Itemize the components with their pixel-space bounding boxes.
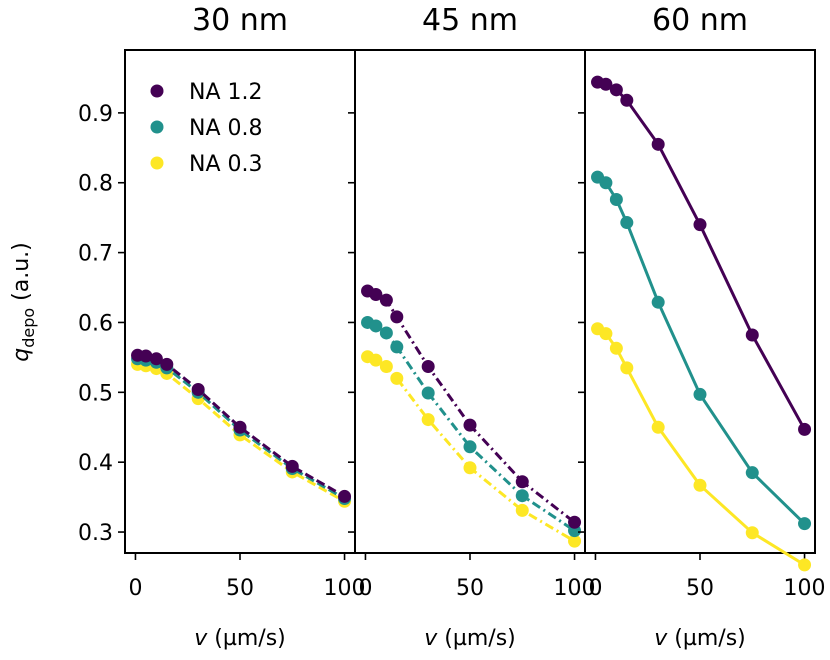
panel-title: 60 nm <box>652 3 748 38</box>
data-point <box>515 489 529 503</box>
data-point <box>390 340 404 354</box>
data-point <box>515 503 529 517</box>
series-line <box>366 321 576 532</box>
series-na-1-2 <box>131 348 352 503</box>
data-point <box>191 383 205 397</box>
data-point <box>463 461 477 475</box>
data-point <box>609 341 623 355</box>
x-axis-label: v (µm/s) <box>424 626 516 651</box>
data-point <box>620 361 634 375</box>
series-na-1-2 <box>591 75 812 436</box>
y-tick-label: 0.5 <box>78 381 113 406</box>
x-tick-label: 100 <box>324 576 366 601</box>
data-point <box>745 526 759 540</box>
series-na-0-3 <box>361 350 582 548</box>
x-tick-label: 100 <box>784 576 826 601</box>
data-point <box>369 288 383 302</box>
data-point <box>390 371 404 385</box>
data-point <box>568 515 582 529</box>
data-point <box>421 413 435 427</box>
legend-entry: NA 0.8 <box>150 116 263 141</box>
data-point <box>390 310 404 324</box>
x-axis-label: v (µm/s) <box>654 626 746 651</box>
x-tick-label: 0 <box>588 576 602 601</box>
legend-label: NA 0.8 <box>189 116 263 141</box>
x-axis-label: v (µm/s) <box>194 626 286 651</box>
data-point <box>285 459 299 473</box>
x-tick-label: 100 <box>554 576 596 601</box>
y-tick-label: 0.4 <box>78 451 113 476</box>
series-line <box>366 289 576 524</box>
data-point <box>693 387 707 401</box>
legend-entry: NA 1.2 <box>150 80 263 105</box>
data-point <box>745 466 759 480</box>
series-line <box>597 80 806 431</box>
x-tick-label: 0 <box>128 576 142 601</box>
data-point <box>463 440 477 454</box>
data-point <box>233 420 247 434</box>
data-point <box>379 293 393 307</box>
series-na-0-8 <box>591 170 812 531</box>
panel-title: 30 nm <box>192 3 288 38</box>
y-tick-label: 0.6 <box>78 311 113 336</box>
legend-label: NA 1.2 <box>189 80 263 105</box>
data-point <box>745 328 759 342</box>
data-point <box>515 475 529 489</box>
data-point <box>620 93 634 107</box>
legend-label: NA 0.3 <box>189 152 263 177</box>
data-point <box>609 193 623 207</box>
data-point <box>693 478 707 492</box>
data-point <box>421 359 435 373</box>
y-axis-label: qdepo (a.u.) <box>9 242 38 362</box>
data-point <box>369 353 383 367</box>
data-point <box>620 216 634 230</box>
y-tick-label: 0.7 <box>78 242 113 267</box>
y-axis-label-text: qdepo (a.u.) <box>9 242 38 362</box>
x-tick-label: 50 <box>686 576 714 601</box>
panel-0: 30 nm 0.3 0.4 0.5 0.6 0.7 0.8 0.9 0 50 100 v (µm/s) <box>78 3 366 651</box>
data-point <box>421 386 435 400</box>
data-point <box>651 137 665 151</box>
x-tick-label: 50 <box>226 576 254 601</box>
data-point <box>379 359 393 373</box>
data-point <box>568 534 582 548</box>
series-line <box>137 353 346 498</box>
legend-marker <box>150 156 164 170</box>
series-na-1-2 <box>361 284 582 529</box>
x-tick-label: 0 <box>358 576 372 601</box>
legend-marker <box>150 120 164 134</box>
data-point <box>338 489 352 503</box>
panel-1: 45 nm 0 50 100 v (µm/s) <box>348 3 596 651</box>
data-point <box>599 176 613 190</box>
y-tick-label: 0.3 <box>78 521 113 546</box>
y-tick-label: 0.9 <box>78 102 113 127</box>
data-point <box>149 352 163 366</box>
panels: 30 nm 0.3 0.4 0.5 0.6 0.7 0.8 0.9 0 50 100 v (µm/s)… <box>78 3 826 651</box>
data-point <box>693 218 707 232</box>
series-line <box>366 355 576 543</box>
data-point <box>609 83 623 97</box>
series-na-0-3 <box>591 322 812 572</box>
data-point <box>599 327 613 341</box>
data-point <box>599 77 613 91</box>
x-tick-label: 50 <box>456 576 484 601</box>
data-point <box>139 349 153 363</box>
y-tick-label: 0.8 <box>78 172 113 197</box>
legend-marker <box>150 84 164 98</box>
data-point <box>798 517 812 531</box>
data-point <box>160 357 174 371</box>
data-point <box>798 558 812 572</box>
data-point <box>651 420 665 434</box>
data-point <box>463 418 477 432</box>
panel-frame <box>584 49 816 554</box>
data-point <box>369 319 383 333</box>
data-point <box>379 326 393 340</box>
legend-entry: NA 0.3 <box>150 152 263 177</box>
panel-title: 45 nm <box>422 3 518 38</box>
data-point <box>798 422 812 436</box>
data-point <box>651 295 665 309</box>
legend: NA 1.2 NA 0.8 NA 0.3 <box>150 80 263 177</box>
panel-2: 60 nm 0 50 100 v (µm/s) <box>578 3 826 651</box>
